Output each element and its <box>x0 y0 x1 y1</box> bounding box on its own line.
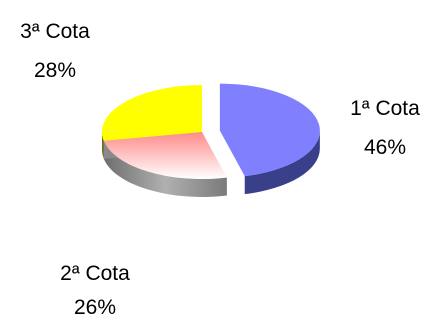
slice-label-2: 2ª Cota <box>60 262 130 285</box>
slice-side-3 <box>102 132 104 159</box>
slice-1 <box>219 83 320 177</box>
slice-value-1: 46% <box>364 136 406 159</box>
slice-3 <box>101 85 202 141</box>
slice-value-3: 28% <box>34 59 76 82</box>
slice-side-1 <box>244 130 320 195</box>
slice-2 <box>103 132 227 179</box>
slice-label-3: 3ª Cota <box>20 20 90 43</box>
slice-side-2 <box>103 140 227 197</box>
slice-label-1: 1ª Cota <box>350 97 420 120</box>
slice-value-2: 26% <box>74 296 116 319</box>
